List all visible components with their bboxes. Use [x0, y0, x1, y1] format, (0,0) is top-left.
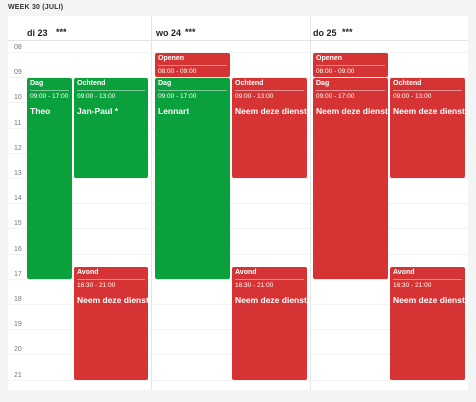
shift-divider	[158, 65, 227, 66]
hour-label: 17	[14, 270, 22, 278]
hour-label: 10	[14, 94, 22, 102]
shift-divider	[77, 90, 145, 92]
shift-person: Lennart	[158, 106, 190, 117]
hour-line	[8, 253, 468, 255]
shift-title: Dag	[30, 80, 44, 88]
shift-event[interactable]: Avond 16:30 - 21:00 Neem deze dienst	[232, 267, 307, 380]
shift-person: Neem deze dienst	[77, 295, 148, 306]
shift-title: Ochtend	[77, 80, 106, 88]
shift-person: Neem deze dienst	[235, 295, 307, 306]
shift-time: 16:30 - 21:00	[393, 282, 432, 290]
shift-time: 09:00 - 13:00	[393, 93, 432, 101]
shift-divider	[393, 90, 462, 92]
week-title: WEEK 30 (JULI)	[8, 4, 64, 11]
hour-label: 15	[14, 220, 22, 228]
shift-divider	[235, 90, 304, 92]
shift-event[interactable]: Ochtend 09:00 - 13:00 Jan-Paul *	[74, 78, 148, 178]
hour-line	[8, 52, 468, 53]
shift-person: Neem deze dienst	[235, 106, 307, 117]
shift-divider	[235, 279, 304, 281]
hour-label: 13	[14, 170, 22, 177]
shift-divider	[316, 90, 385, 92]
day-label: di 23	[27, 28, 48, 38]
day-menu[interactable]: ***	[342, 27, 353, 37]
header-separator	[8, 40, 468, 41]
shift-person: Neem deze dienst	[393, 295, 465, 306]
column-separator	[310, 16, 311, 390]
hour-line	[8, 203, 468, 205]
shift-time: 09:00 - 13:00	[77, 93, 116, 101]
shift-divider	[158, 90, 227, 92]
shift-title: Dag	[158, 80, 172, 88]
column-separator	[151, 16, 152, 390]
shift-time: 09:00 - 17:00	[158, 93, 197, 101]
shift-time: 16:30 - 21:00	[77, 282, 116, 290]
shift-title: Avond	[393, 269, 415, 277]
hour-label: 14	[14, 195, 22, 203]
day-label: wo 24	[156, 28, 182, 38]
shift-divider	[393, 279, 462, 281]
shift-event[interactable]: Avond 16:30 - 21:00 Neem deze dienst	[74, 267, 148, 380]
shift-person: Neem deze dienst	[393, 106, 465, 117]
hour-label: 19	[14, 321, 22, 329]
shift-title: Ochtend	[393, 80, 422, 88]
hour-label: 21	[14, 371, 22, 379]
hour-line	[8, 379, 468, 381]
shift-person: Neem deze dienst	[316, 106, 388, 117]
hour-label: 12	[14, 144, 22, 152]
hour-label: 18	[14, 296, 22, 303]
shift-event[interactable]: Avond 16:30 - 21:00 Neem deze dienst	[390, 267, 465, 380]
hour-label: 08	[14, 44, 22, 51]
shift-time: 09:00 - 17:00	[30, 93, 69, 101]
shift-event[interactable]: Openen 08:00 - 09:00	[313, 53, 388, 78]
shift-event[interactable]: Dag 09:00 - 17:00 Lennart	[155, 78, 230, 279]
hour-line	[8, 77, 468, 79]
shift-event[interactable]: Ochtend 09:00 - 13:00 Neem deze dienst	[232, 78, 307, 178]
shift-person: Jan-Paul *	[77, 106, 119, 117]
day-label: do 25	[313, 28, 337, 38]
shift-time: 08:00 - 09:00	[316, 68, 355, 75]
shift-title: Ochtend	[235, 80, 264, 88]
shift-event[interactable]: Ochtend 09:00 - 13:00 Neem deze dienst	[390, 78, 465, 178]
shift-person: Theo	[30, 106, 51, 117]
day-menu[interactable]: ***	[185, 27, 196, 37]
shift-title: Avond	[77, 269, 99, 277]
shift-time: 09:00 - 17:00	[316, 93, 355, 101]
shift-divider	[77, 279, 145, 281]
shift-event[interactable]: Openen 08:00 - 09:00	[155, 53, 230, 78]
hour-label: 20	[14, 346, 22, 354]
hour-line	[8, 178, 468, 179]
hour-label: 16	[14, 245, 22, 253]
shift-time: 16:30 - 21:00	[235, 282, 274, 290]
hour-line	[8, 228, 468, 230]
shift-title: Openen	[158, 55, 185, 62]
day-menu[interactable]: ***	[56, 27, 67, 37]
shift-time: 08:00 - 09:00	[158, 68, 197, 75]
shift-event[interactable]: Dag 09:00 - 17:00 Neem deze dienst	[313, 78, 388, 279]
shift-title: Dag	[316, 80, 330, 88]
shift-time: 09:00 - 13:00	[235, 93, 274, 101]
shift-title: Openen	[316, 55, 343, 62]
shift-title: Avond	[235, 269, 257, 277]
shift-divider	[30, 90, 69, 92]
hour-label: 11	[14, 119, 22, 127]
hour-label: 09	[14, 69, 22, 77]
shift-event[interactable]: Dag 09:00 - 17:00 Theo	[27, 78, 72, 279]
shift-divider	[316, 65, 385, 66]
